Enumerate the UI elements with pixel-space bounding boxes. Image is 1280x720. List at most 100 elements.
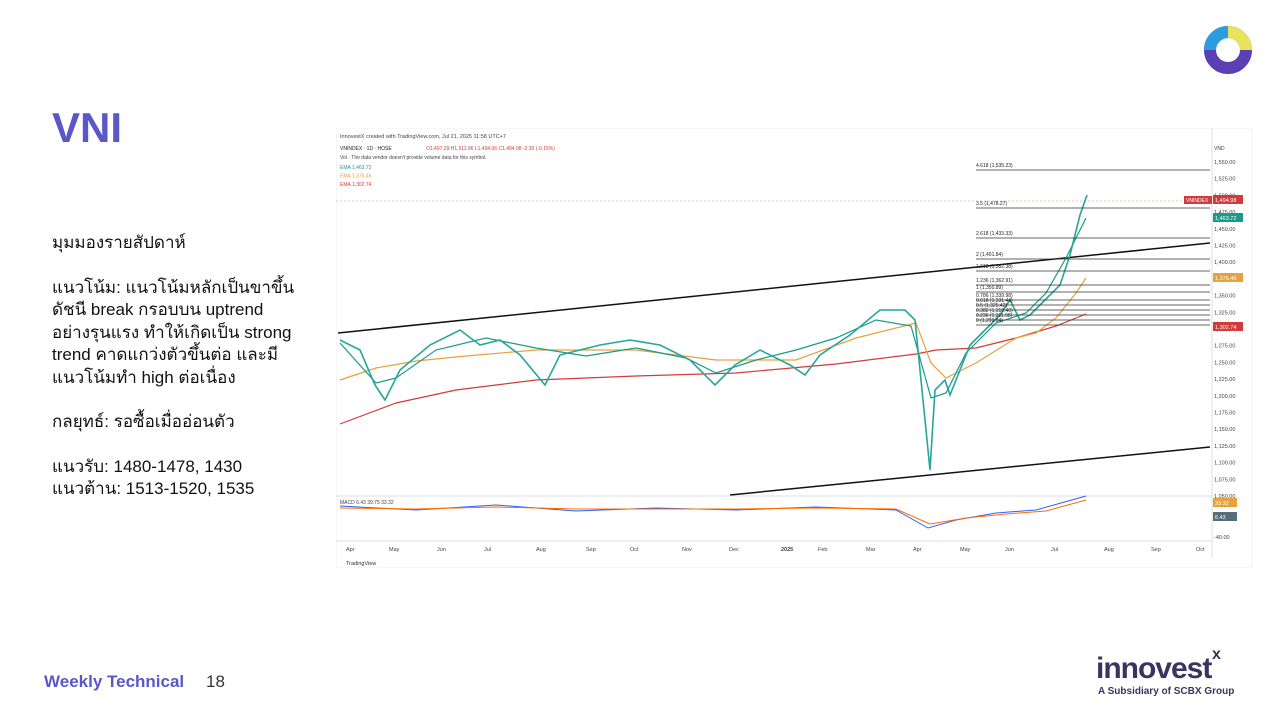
fib-label: 3.5 (1,478.27) (976, 201, 1007, 207)
title: VNI (52, 104, 123, 151)
fib-label: 0.382 (1,319.40) (976, 308, 1013, 314)
month-label: Dec (729, 547, 739, 553)
price-tag: 1,494.98 (1215, 198, 1236, 204)
price-label: 1,425.00 (1214, 244, 1235, 250)
fib-label: 0.5 (1,325.42) (976, 303, 1007, 309)
resistance: แนวต้าน: 1513-1520, 1535 (52, 479, 255, 498)
month-label: Jun (437, 547, 446, 553)
fib-label: 2.618 (1,433.33) (976, 231, 1013, 237)
fib-label: 2 (1,401.84) (976, 252, 1003, 258)
chart-image: InnovestX created with TradingView.com, … (336, 128, 1252, 568)
ema-label: EMA 1,376.46 (340, 174, 372, 180)
ema-label: EMA 1,463.72 (340, 165, 372, 171)
price-label: 1,550.00 (1214, 160, 1235, 166)
trend-line: trend คาดแกว่งตัวขึ้นต่อ และมี (52, 345, 279, 364)
strategy: กลยุทธ์: รอซื้อเมื่ออ่อนตัว (52, 412, 235, 431)
price-label: 1,450.00 (1214, 227, 1235, 233)
price-label: 1,175.00 (1214, 411, 1235, 417)
fib-label: 4.618 (1,535.23) (976, 163, 1013, 169)
macd-tag: 33.32 (1215, 501, 1229, 507)
price-tag-bg (1213, 322, 1243, 331)
price-tag-bg (1213, 195, 1243, 204)
fib-label: 0.786 (1,339.98) (976, 293, 1013, 299)
macd-tag-bg (1213, 498, 1237, 507)
month-label: Oct (1196, 547, 1205, 553)
month-label: Apr (346, 547, 355, 553)
month-label: Jul (1051, 547, 1058, 553)
price-label: 1,275.00 (1214, 344, 1235, 350)
symbol: VNINDEX · 1D · HOSE (340, 146, 392, 152)
trend-line: อย่างรุนแรง ทำให้เกิดเป็น strong (52, 322, 292, 342)
logo (1204, 26, 1252, 74)
month-label: 2025 (781, 547, 793, 553)
month-label: Apr (913, 547, 922, 553)
month-label: May (389, 547, 400, 553)
fib-label: 1 (1,350.89) (976, 285, 1003, 291)
vol-note: Vol · The data vendor doesn't provide vo… (340, 155, 487, 161)
month-label: Aug (1104, 547, 1114, 553)
price-label: 1,225.00 (1214, 377, 1235, 383)
trend-line: ดัชนี break กรอบบน uptrend (52, 300, 264, 319)
fib-label: 1.618 (1,382.38) (976, 264, 1013, 270)
price-label: 1,075.00 (1214, 477, 1235, 483)
month-label: Sep (1151, 547, 1161, 553)
price-label: 1,200.00 (1214, 394, 1235, 400)
month-label: Sep (586, 547, 596, 553)
symbol-tag-bg (1184, 196, 1212, 204)
month-label: Mar (866, 547, 876, 553)
price-label: 1,400.00 (1214, 260, 1235, 266)
macd-tag-bg (1213, 512, 1237, 521)
macd-axis: -40.00 (1214, 535, 1230, 541)
price-label: 1,250.00 (1214, 360, 1235, 366)
fib-label: 0.236 (1,311.98) (976, 313, 1013, 319)
macd-line (339, 495, 1087, 529)
ohlc: O1,497.29 H1,511.96 L1,494.06 C1,494.98 … (426, 146, 555, 152)
ema-label: EMA 1,302.74 (340, 182, 372, 188)
signal-line (339, 499, 1087, 525)
trend-line: แนวโน้ม: แนวโน้มหลักเป็นขาขึ้น (52, 277, 295, 297)
watermark: TradingView (346, 561, 376, 567)
price-tag: 1,463.72 (1215, 216, 1236, 222)
macd-label: MACD 6.43 39.75 33.32 (340, 500, 394, 506)
symbol-tag: VNINDEX (1186, 198, 1209, 204)
price-label: 1,100.00 (1214, 461, 1235, 467)
month-label: Nov (682, 547, 692, 553)
month-label: Feb (818, 547, 827, 553)
trend-line (337, 242, 1211, 334)
price-label: 1,325.00 (1214, 310, 1235, 316)
page-number: 18 (206, 672, 225, 691)
month-label: Jun (1005, 547, 1014, 553)
month-label: Aug (536, 547, 546, 553)
price-tag: 1,302.74 (1215, 325, 1236, 331)
brand: innovest (1096, 652, 1212, 685)
macd-tag: 6.43 (1215, 515, 1226, 521)
price-tag: 1,376.46 (1215, 276, 1236, 282)
fib-label: 0.618 (1,331.44) (976, 298, 1013, 304)
fib-label: 1.236 (1,362.91) (976, 278, 1013, 284)
price-label: 1,150.00 (1214, 427, 1235, 433)
price-label: 1,525.00 (1214, 177, 1235, 183)
tagline: A Subsidiary of SCBX Group (1098, 686, 1235, 697)
body-text: มุมมองรายสัปดาห์ แนวโน้ม: แนวโน้มหลักเป็… (52, 232, 327, 501)
credit: InnovestX created with TradingView.com, … (340, 134, 506, 140)
month-label: May (960, 547, 971, 553)
logo-seg (1204, 26, 1229, 51)
price-tag-bg (1213, 273, 1243, 282)
month-label: Jul (484, 547, 491, 553)
trend: แนวโน้ม: แนวโน้มหลักเป็นขาขึ้นดัชนี brea… (52, 277, 327, 390)
axis-title: VND (1214, 146, 1225, 152)
price-tag-bg (1213, 213, 1243, 222)
trend-line (729, 446, 1211, 496)
price-label: 1,350.00 (1214, 294, 1235, 300)
logo-seg (1227, 26, 1252, 51)
price-label: 1,050.00 (1214, 494, 1235, 500)
ema-50 (339, 277, 1087, 381)
price-label: 1,125.00 (1214, 444, 1235, 450)
heading: มุมมองรายสัปดาห์ (52, 233, 186, 252)
footer-label: Weekly Technical (44, 672, 185, 691)
trend-line: แนวโน้มทำ high ต่อเนื่อง (52, 367, 236, 387)
fib-label: 0 (1,299.94) (976, 318, 1003, 324)
month-label: Oct (630, 547, 639, 553)
brand-mark: x (1212, 646, 1221, 663)
